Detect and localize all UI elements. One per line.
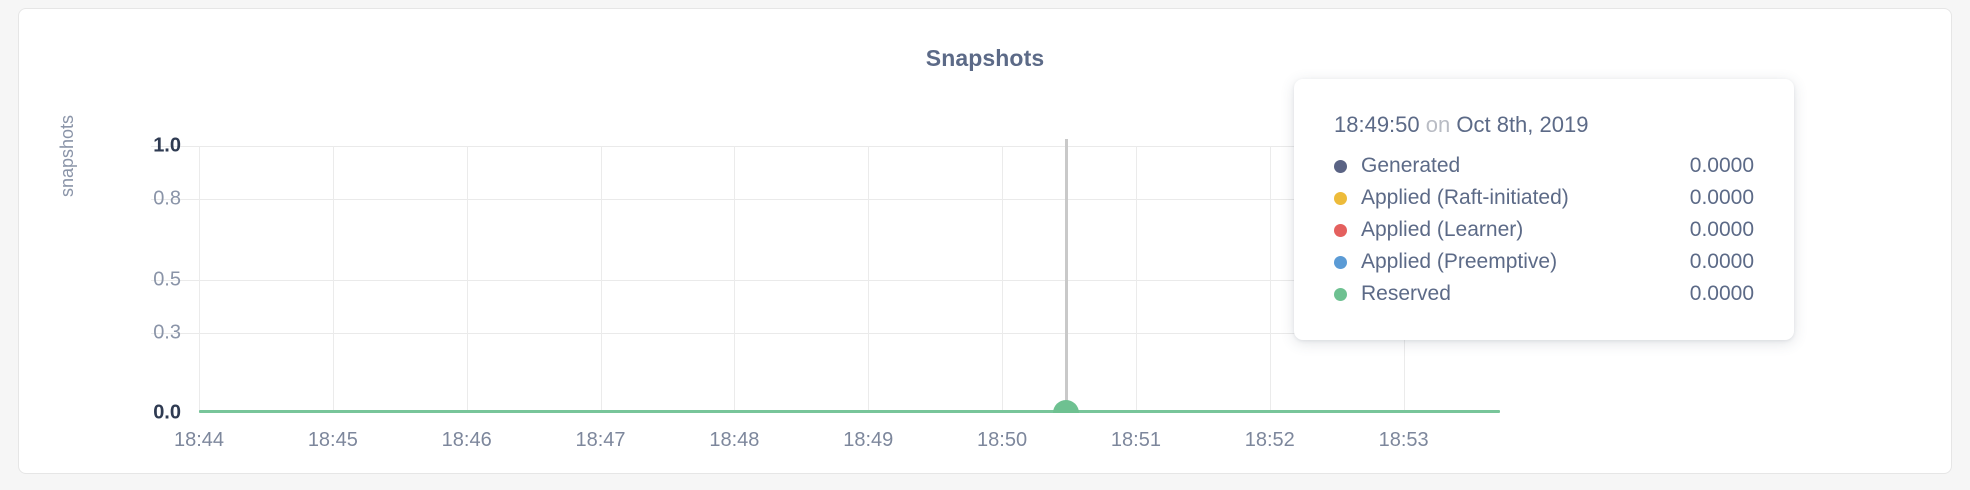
tooltip-series-label: Applied (Raft-initiated): [1361, 186, 1569, 209]
y-axis-label: snapshots: [57, 114, 77, 197]
hover-tooltip: 18:49:50 on Oct 8th, 2019 Generated 0.000…: [1294, 79, 1794, 340]
hover-crosshair-line: [1065, 139, 1069, 413]
tooltip-connector: on: [1425, 112, 1451, 137]
gridline-vertical: [199, 146, 200, 413]
tooltip-series-list: Generated 0.0000 Applied (Raft-initiated) 0…: [1334, 150, 1754, 310]
gridline-vertical: [466, 146, 468, 413]
gridline-horizontal: [151, 146, 1500, 147]
tooltip-series-value: 0.0000: [1689, 218, 1754, 241]
y-tick-label: 0.0: [153, 401, 181, 424]
snapshots-chart-card: Snapshots snapshots 0.0 0.3 0.5 0.8 1.0 18:4…: [18, 8, 1952, 474]
tooltip-time: 18:49:50: [1334, 112, 1420, 137]
x-tick-label: 18:45: [307, 429, 358, 451]
gridline-horizontal: [151, 279, 1500, 281]
series-color-dot-icon: [1334, 191, 1347, 205]
tooltip-series-row: Generated 0.0000: [1334, 150, 1754, 182]
tooltip-series-label: Reserved: [1361, 282, 1451, 305]
gridline-horizontal: [151, 199, 1500, 201]
tooltip-series-value: 0.0000: [1689, 154, 1754, 177]
gridline-vertical: [868, 146, 870, 413]
plot-area: 0.0 0.3 0.5 0.8 1.0 18:44 18:45 18:46 18:47 18:4…: [151, 135, 1500, 451]
x-tick-label: 18:52: [1244, 429, 1295, 451]
series-color-dot-icon: [1334, 255, 1347, 269]
tooltip-date: Oct 8th, 2019: [1456, 112, 1589, 137]
tooltip-series-value: 0.0000: [1689, 250, 1754, 273]
tooltip-series-value: 0.0000: [1689, 282, 1754, 305]
tooltip-series-label: Applied (Preemptive): [1361, 250, 1558, 273]
tooltip-series-row: Applied (Learner) 0.0000: [1334, 214, 1754, 246]
series-color-dot-icon: [1334, 223, 1347, 237]
x-tick-label: 18:44: [173, 429, 225, 451]
tooltip-series-label: Generated: [1361, 154, 1461, 177]
x-tick-label: 18:47: [575, 429, 626, 451]
gridline-horizontal: [151, 332, 1500, 334]
tooltip-series-label: Applied (Learner): [1361, 218, 1524, 241]
gridline-vertical: [1002, 146, 1004, 413]
gridline-vertical: [600, 146, 602, 413]
y-tick-label: 0.5: [153, 268, 181, 290]
x-tick-label: 18:51: [1110, 429, 1161, 451]
series-color-dot-icon: [1334, 287, 1347, 301]
x-tick-label: 18:46: [441, 429, 492, 451]
page-title: Snapshots: [925, 45, 1045, 71]
marker-clip: [199, 146, 1500, 413]
gridline-vertical: [1269, 146, 1271, 413]
tooltip-series-row: Applied (Preemptive) 0.0000: [1334, 246, 1754, 278]
x-tick-label: 18:53: [1378, 429, 1429, 451]
x-tick-label: 18:48: [709, 429, 760, 451]
gridline-vertical: [332, 146, 334, 413]
tooltip-series-value: 0.0000: [1689, 186, 1754, 209]
hover-data-point-marker[interactable]: [1053, 400, 1080, 413]
tooltip-series-row: Reserved 0.0000: [1334, 278, 1754, 310]
tooltip-header: 18:49:50 on Oct 8th, 2019: [1334, 112, 1754, 138]
y-tick-label: 1.0: [153, 134, 181, 157]
gridline-vertical: [1135, 146, 1137, 413]
series-color-dot-icon: [1334, 159, 1347, 173]
x-tick-label: 18:50: [977, 429, 1028, 451]
y-tick-label: 0.8: [153, 187, 181, 210]
x-tick-label: 18:49: [843, 429, 894, 451]
tooltip-series-row: Applied (Raft-initiated) 0.0000: [1334, 182, 1754, 214]
gridline-vertical: [734, 146, 736, 413]
series-line-reserved: [199, 410, 1500, 413]
y-tick-label: 0.3: [153, 321, 181, 344]
